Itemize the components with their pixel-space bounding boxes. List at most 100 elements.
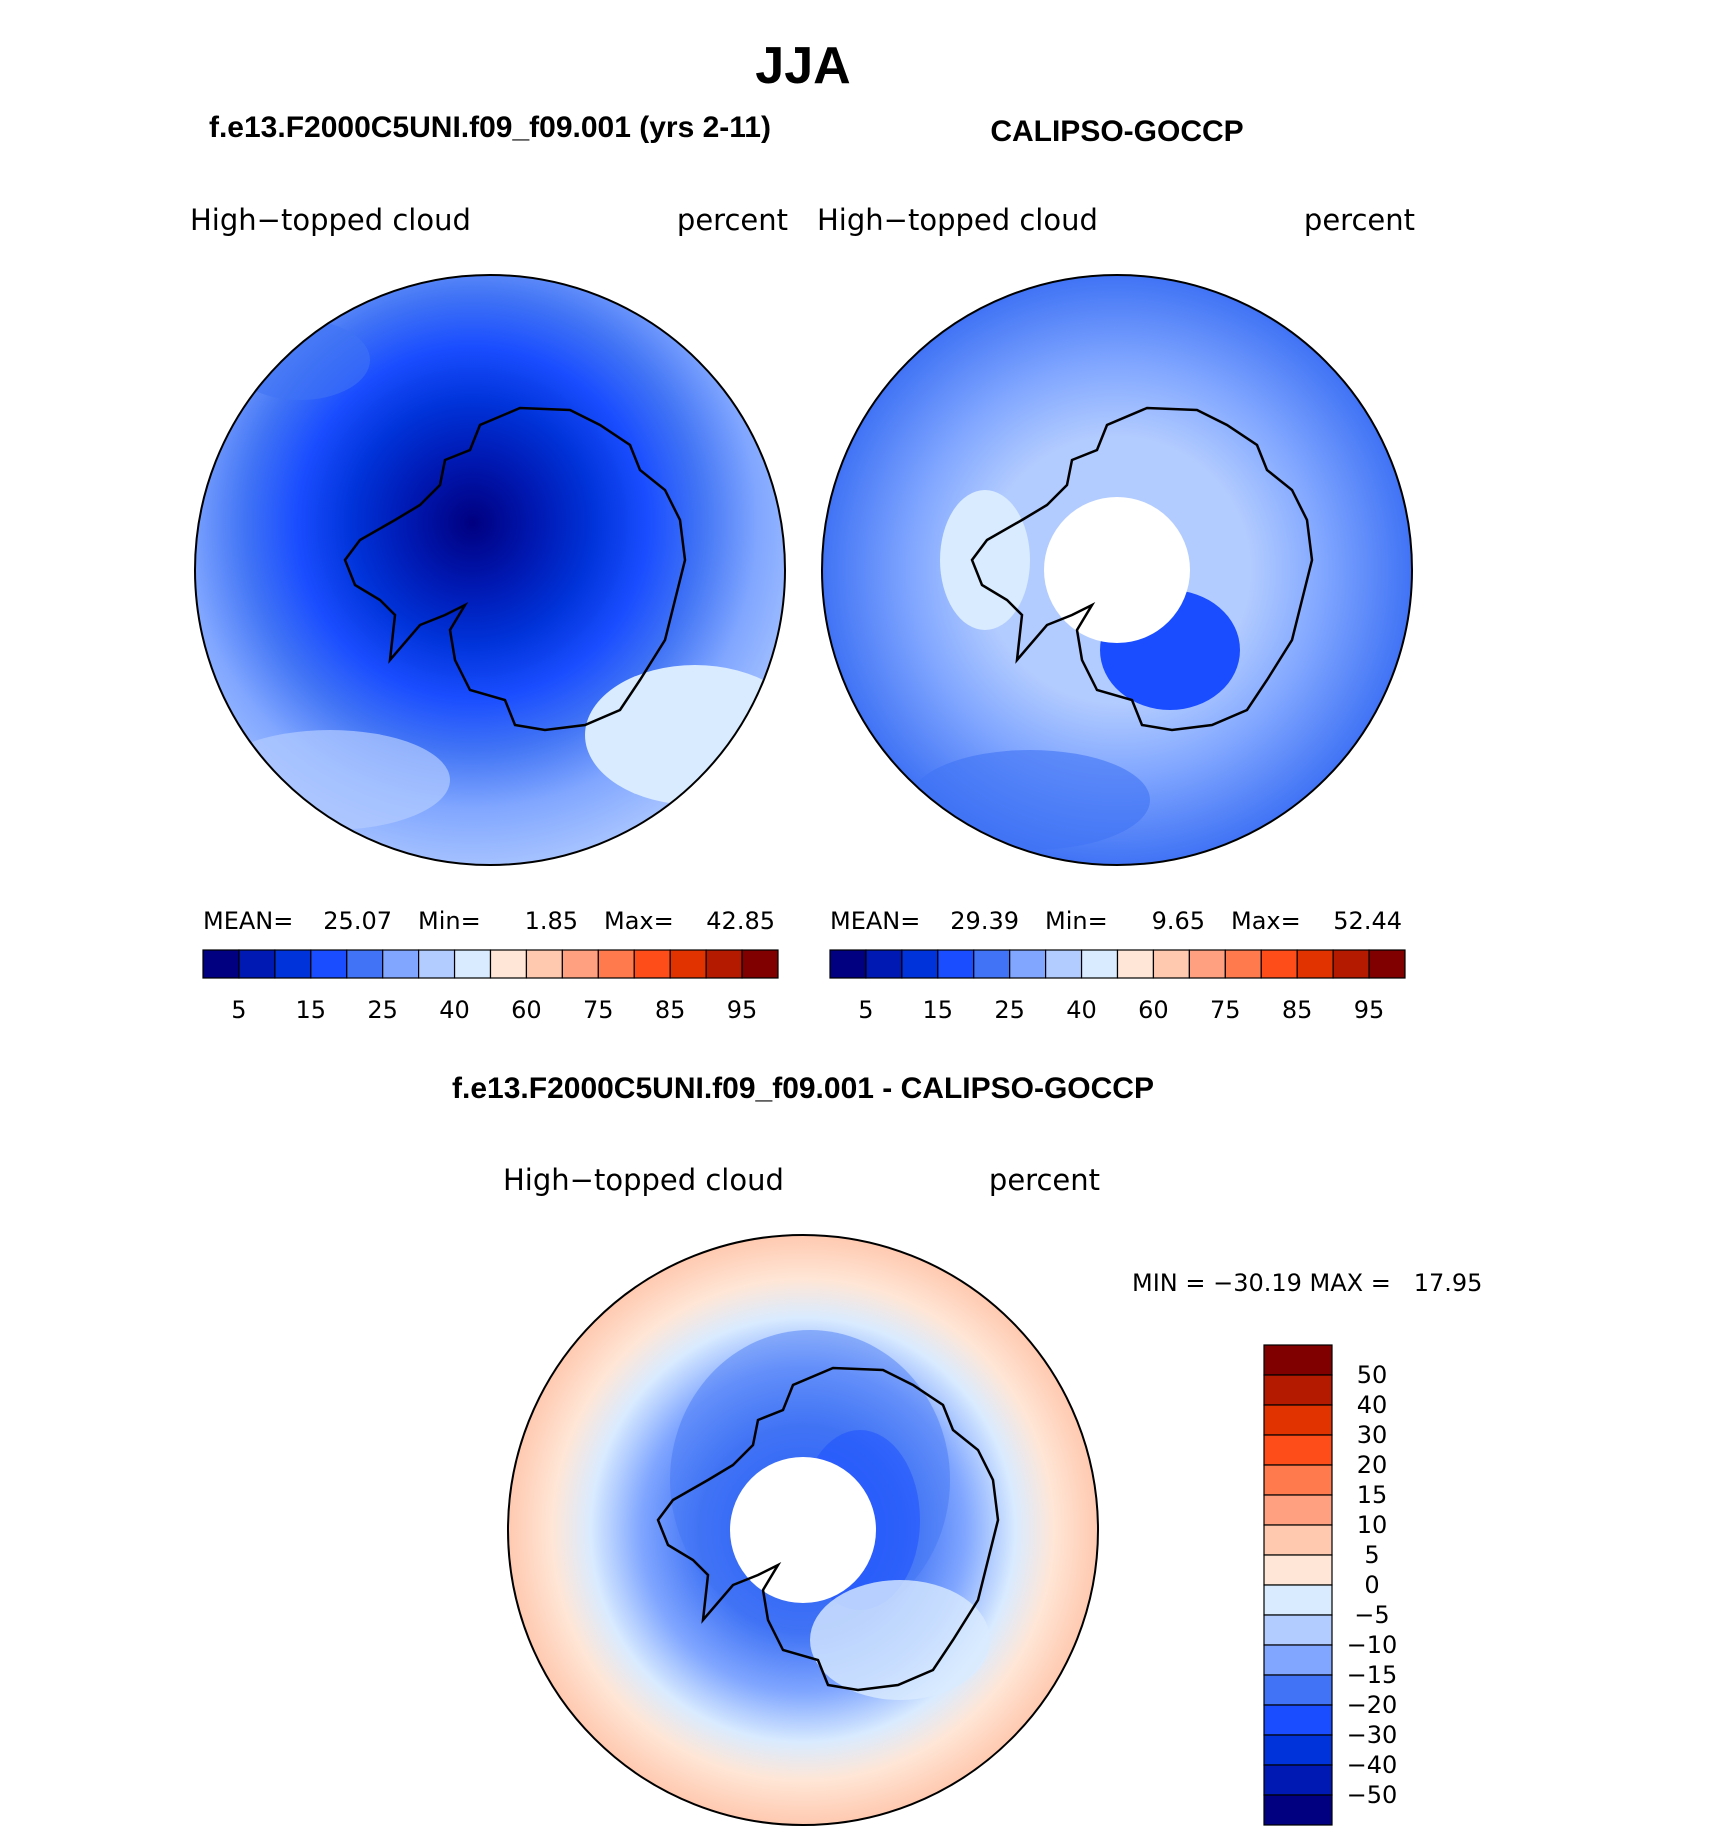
panel2-colorbar-tick-label: 75 [1210,996,1241,1024]
panel1-variable-label: High−topped cloud [190,203,471,237]
panel1-colorbar-swatch [202,949,240,979]
panel3-map [508,1235,1098,1825]
panel1-colorbar-swatch [346,949,384,979]
panel2-colorbar-swatch [1009,949,1047,979]
panel3-colorbar-swatch [1263,1644,1333,1676]
panel3-minmax-text: MIN = −30.19 MAX = 17.95 [1132,1269,1482,1297]
panel3-colorbar-swatch [1263,1404,1333,1436]
panel1-colorbar-swatch [561,949,599,979]
panel1-max-label: Max= [604,907,674,935]
panel1-colorbar-swatch [489,949,528,979]
panel2-colorbar-swatch [1188,949,1226,979]
panel1-colorbar-tick-label: 25 [367,996,398,1024]
panel3-colorbar-swatch [1263,1704,1333,1736]
season-title: JJA [755,37,850,95]
panel2-colorbar-swatch [1152,949,1190,979]
panel2-max-value: 52.44 [1333,907,1402,935]
panel2-colorbar-tick-label: 95 [1354,996,1385,1024]
panel3-colorbar-swatch [1263,1584,1333,1616]
panel3-colorbar-swatch [1263,1464,1333,1496]
panel2-colorbar-swatch [973,949,1011,979]
panel2-min-label: Min= [1045,907,1108,935]
panel3-colorbar-tick-label: −10 [1347,1631,1398,1659]
panel3-colorbar-swatch [1263,1614,1333,1646]
panel3-colorbar-swatch [1263,1494,1333,1526]
panel3-units-label: percent [989,1163,1100,1197]
panel3-coastline [656,1366,1000,1692]
panel1-colorbar-swatch [310,949,348,979]
panel3-colorbar-tick-label: 50 [1357,1361,1388,1389]
panel2-max-label: Max= [1231,907,1301,935]
panel3-colorbar-tick-label: −15 [1347,1661,1398,1689]
panel2-map-border [821,274,1413,866]
panel2-colorbar-tick-label: 5 [858,996,873,1024]
panel1-max-value: 42.85 [706,907,775,935]
panel1-colorbar-tick-label: 95 [727,996,758,1024]
panel3-colorbar-tick-label: −50 [1347,1781,1398,1809]
panel3-colorbar-tick-label: 0 [1364,1571,1379,1599]
panel1-min-label: Min= [418,907,481,935]
panel1-colorbar-tick-label: 5 [231,996,246,1024]
panel3-colorbar-tick-label: 10 [1357,1511,1388,1539]
panel2-colorbar-tick-label: 40 [1066,996,1097,1024]
panel2-colorbar-swatch [829,949,867,979]
panel3-colorbar-swatch [1263,1794,1333,1826]
panel2-colorbar-tick-label: 60 [1138,996,1169,1024]
panel2-colorbar-swatch [1296,949,1334,979]
panel1-min-value: 1.85 [525,907,578,935]
panel2-colorbar: 5 15 25 40 60 75 85 95 [829,949,1406,1024]
panel3-colorbar-swatch [1263,1554,1333,1586]
panel3-colorbar-tick-label: 20 [1357,1451,1388,1479]
panel2-colorbar-swatch [901,949,939,979]
panel2-colorbar-swatch [1224,949,1262,979]
panel1-colorbar-swatch [525,949,563,979]
panel3-colorbar-swatch [1263,1524,1333,1556]
panel2-mean-label: MEAN= [830,907,920,935]
panel2-colorbar-swatch [1332,949,1370,979]
panel2-colorbar-tick-label: 15 [923,996,954,1024]
panel3-colorbar-swatch [1263,1374,1333,1406]
panel3-colorbar-swatch [1263,1674,1333,1706]
panel2-colorbar-tick-label: 85 [1282,996,1313,1024]
panel1-colorbar-tick-label: 85 [655,996,686,1024]
panel3-colorbar-swatch [1263,1434,1333,1466]
panel3-map-border [507,1234,1099,1826]
panel1-colorbar-swatch [238,949,276,979]
panel1-colorbar-swatch [382,949,420,979]
panel1-colorbar-swatch [741,949,779,979]
panel2-colorbar-swatch [1368,949,1406,979]
panel1-units-label: percent [677,203,788,237]
panel1-colorbar-tick-label: 75 [583,996,614,1024]
panel1-colorbar-swatch [453,949,492,979]
panel1-colorbar-swatch [274,949,312,979]
panel2-colorbar-tick-label: 25 [994,996,1025,1024]
panel1-colorbar-swatch [418,949,456,979]
panel2-colorbar-swatch [865,949,903,979]
panel3-colorbar-tick-label: −30 [1347,1721,1398,1749]
panel3-case-title: f.e13.F2000C5UNI.f09_f09.001 - CALIPSO-G… [452,1072,1154,1105]
panel3-colorbar-tick-label: −5 [1354,1601,1389,1629]
panel3-colorbar-swatch [1263,1344,1333,1376]
panel1-colorbar-tick-label: 15 [296,996,327,1024]
panel2-colorbar-swatch [1080,949,1119,979]
panel1-mean-value: 25.07 [323,907,392,935]
panel2-coastline [970,406,1314,732]
panel1-map [195,275,785,865]
panel3-polar-gap [730,1457,876,1603]
panel2-colorbar-swatch [1045,949,1083,979]
panel1-map-border [194,274,786,866]
panel1-mean-label: MEAN= [203,907,293,935]
panel1-colorbar: 5 15 25 40 60 75 85 95 [202,949,779,1024]
panel1-colorbar-tick-label: 60 [511,996,542,1024]
panel3-colorbar-swatch [1263,1734,1333,1766]
panel3-colorbar-tick-label: 15 [1357,1481,1388,1509]
panel3-colorbar-tick-label: −40 [1347,1751,1398,1779]
panel2-colorbar-swatch [1116,949,1155,979]
panel3-variable-label: High−topped cloud [503,1163,784,1197]
panel3-colorbar-tick-label: −20 [1347,1691,1398,1719]
panel1-colorbar-tick-label: 40 [439,996,470,1024]
panel3-colorbar-tick-label: 40 [1357,1391,1388,1419]
panel1-case-title: f.e13.F2000C5UNI.f09_f09.001 (yrs 2-11) [209,111,771,144]
